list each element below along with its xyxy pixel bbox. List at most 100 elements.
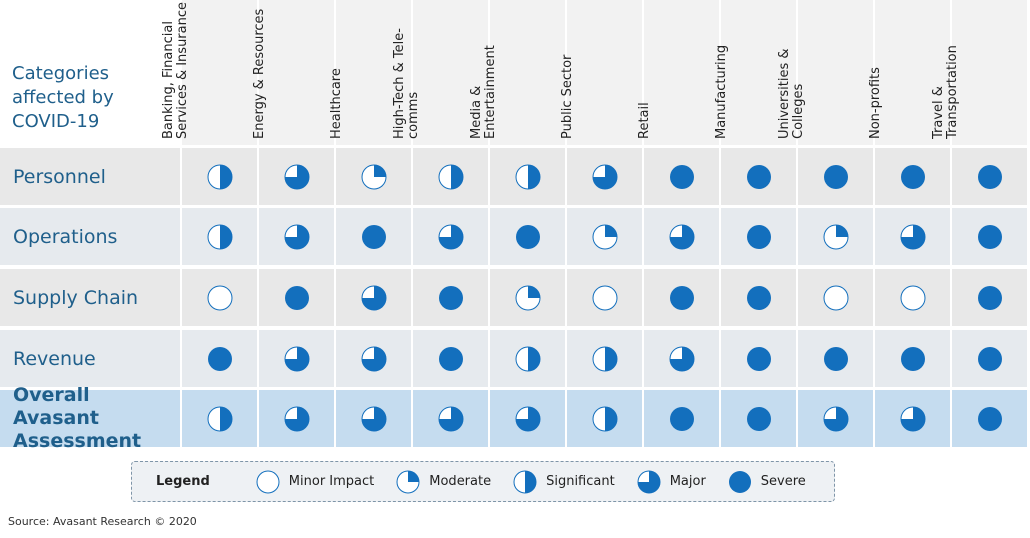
table-cell — [567, 148, 642, 205]
table-cell — [259, 330, 334, 387]
harvey-ball-4 — [900, 164, 925, 189]
table-cell — [336, 148, 411, 205]
table-cell — [413, 208, 488, 265]
harvey-ball-4 — [438, 285, 463, 310]
table-cell — [952, 330, 1027, 387]
table-cell — [490, 269, 565, 326]
table-cell — [182, 390, 257, 447]
legend-title: Legend — [156, 474, 210, 489]
harvey-ball-2 — [207, 406, 232, 431]
table-cell — [721, 330, 796, 387]
harvey-ball-0 — [823, 285, 848, 310]
table-cell — [182, 330, 257, 387]
table-cell — [875, 390, 950, 447]
column-header: High-Tech & Tele-comms — [392, 0, 488, 145]
harvey-ball-1 — [823, 224, 848, 249]
harvey-ball-4 — [669, 285, 694, 310]
column-header: Banking, Financial Services & Insurance — [161, 0, 257, 145]
harvey-ball-4 — [746, 224, 771, 249]
harvey-ball-4 — [977, 285, 1002, 310]
harvey-ball-4 — [977, 346, 1002, 371]
table-cell — [182, 148, 257, 205]
column-header-label: Universities & Colleges — [777, 48, 806, 139]
harvey-ball-3 — [515, 406, 540, 431]
table-cell — [721, 208, 796, 265]
table-cell — [259, 390, 334, 447]
table-cell — [952, 269, 1027, 326]
harvey-ball-2 — [438, 164, 463, 189]
table-cell — [182, 269, 257, 326]
harvey-ball-4 — [746, 164, 771, 189]
harvey-ball-2 — [515, 164, 540, 189]
table-cell — [721, 269, 796, 326]
table-cell — [490, 208, 565, 265]
table-cell — [875, 269, 950, 326]
table-cell — [567, 390, 642, 447]
table-cell — [490, 148, 565, 205]
row-label: Revenue — [0, 330, 180, 387]
table-cell — [259, 208, 334, 265]
column-header: Manufacturing — [714, 0, 796, 145]
column-header-label: Public Sector — [560, 54, 575, 139]
legend-label: Severe — [760, 474, 806, 489]
harvey-ball-0 — [256, 470, 280, 493]
table-cell — [952, 148, 1027, 205]
harvey-ball-3 — [438, 224, 463, 249]
legend-label: Significant — [546, 474, 615, 489]
column-header-label: Non-profits — [868, 67, 883, 139]
harvey-ball-0 — [207, 285, 232, 310]
harvey-ball-4 — [361, 224, 386, 249]
table-cell — [413, 269, 488, 326]
harvey-ball-4 — [728, 470, 751, 493]
table-cell — [952, 390, 1027, 447]
table-cell — [644, 390, 719, 447]
harvey-ball-0 — [900, 285, 925, 310]
harvey-ball-2 — [207, 224, 232, 249]
harvey-ball-2 — [592, 346, 617, 371]
table-cell — [182, 208, 257, 265]
harvey-ball-4 — [207, 346, 232, 371]
table-cell — [413, 148, 488, 205]
table-cell — [336, 390, 411, 447]
harvey-ball-4 — [284, 285, 309, 310]
harvey-ball-3 — [284, 346, 309, 371]
harvey-ball-4 — [746, 285, 771, 310]
table-cell — [644, 148, 719, 205]
table-cell — [721, 148, 796, 205]
harvey-ball-1 — [361, 164, 386, 189]
table-cell — [567, 330, 642, 387]
table-cell — [567, 269, 642, 326]
harvey-ball-3 — [637, 470, 661, 493]
harvey-ball-0 — [592, 285, 617, 310]
column-header-label: Manufacturing — [714, 44, 729, 139]
harvey-ball-3 — [669, 224, 694, 249]
harvey-ball-3 — [669, 346, 694, 371]
harvey-ball-2 — [513, 470, 537, 493]
harvey-ball-3 — [361, 406, 386, 431]
table-cell — [875, 148, 950, 205]
table-cell — [798, 269, 873, 326]
harvey-ball-3 — [592, 164, 617, 189]
table-cell — [413, 390, 488, 447]
table-cell — [259, 269, 334, 326]
column-header-label: Retail — [637, 102, 652, 139]
harvey-ball-1 — [396, 470, 420, 493]
table-cell — [567, 208, 642, 265]
source-note: Source: Avasant Research © 2020 — [8, 515, 197, 528]
harvey-ball-2 — [515, 346, 540, 371]
harvey-ball-4 — [746, 346, 771, 371]
column-header-label: Media & Entertainment — [469, 45, 498, 139]
row-label: Supply Chain — [0, 269, 180, 326]
harvey-ball-4 — [900, 346, 925, 371]
legend-item: Minor Impact — [256, 470, 374, 494]
column-header: Energy & Resources — [252, 0, 334, 145]
column-header-label: Banking, Financial Services & Insurance — [161, 1, 190, 139]
harvey-ball-2 — [592, 406, 617, 431]
table-cell — [798, 148, 873, 205]
harvey-ball-4 — [746, 406, 771, 431]
table-cell — [798, 208, 873, 265]
table-cell — [259, 148, 334, 205]
harvey-ball-3 — [361, 346, 386, 371]
table-cell — [952, 208, 1027, 265]
harvey-ball-3 — [284, 164, 309, 189]
